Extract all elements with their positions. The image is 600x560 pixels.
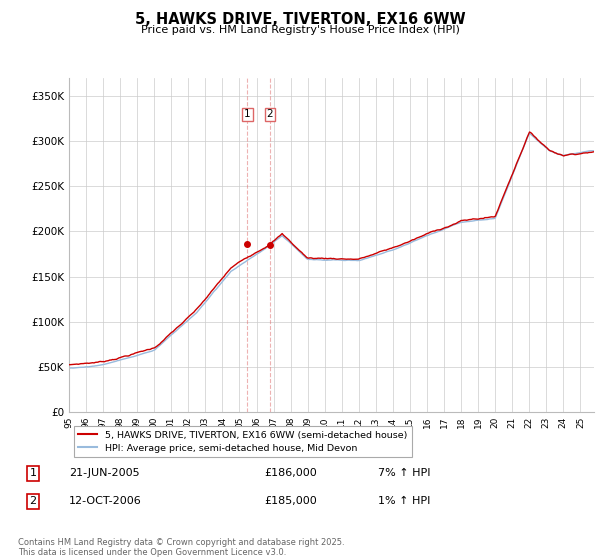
Text: 12-OCT-2006: 12-OCT-2006 [69, 496, 142, 506]
Text: Price paid vs. HM Land Registry's House Price Index (HPI): Price paid vs. HM Land Registry's House … [140, 25, 460, 35]
Text: 2: 2 [266, 109, 273, 119]
Text: 2: 2 [29, 496, 37, 506]
Text: £185,000: £185,000 [264, 496, 317, 506]
Text: 7% ↑ HPI: 7% ↑ HPI [378, 468, 431, 478]
Text: 21-JUN-2005: 21-JUN-2005 [69, 468, 140, 478]
Text: 1: 1 [29, 468, 37, 478]
Legend: 5, HAWKS DRIVE, TIVERTON, EX16 6WW (semi-detached house), HPI: Average price, se: 5, HAWKS DRIVE, TIVERTON, EX16 6WW (semi… [74, 426, 412, 458]
Text: 1: 1 [244, 109, 251, 119]
Text: 5, HAWKS DRIVE, TIVERTON, EX16 6WW: 5, HAWKS DRIVE, TIVERTON, EX16 6WW [134, 12, 466, 27]
Text: 1% ↑ HPI: 1% ↑ HPI [378, 496, 430, 506]
Text: £186,000: £186,000 [264, 468, 317, 478]
Text: Contains HM Land Registry data © Crown copyright and database right 2025.
This d: Contains HM Land Registry data © Crown c… [18, 538, 344, 557]
